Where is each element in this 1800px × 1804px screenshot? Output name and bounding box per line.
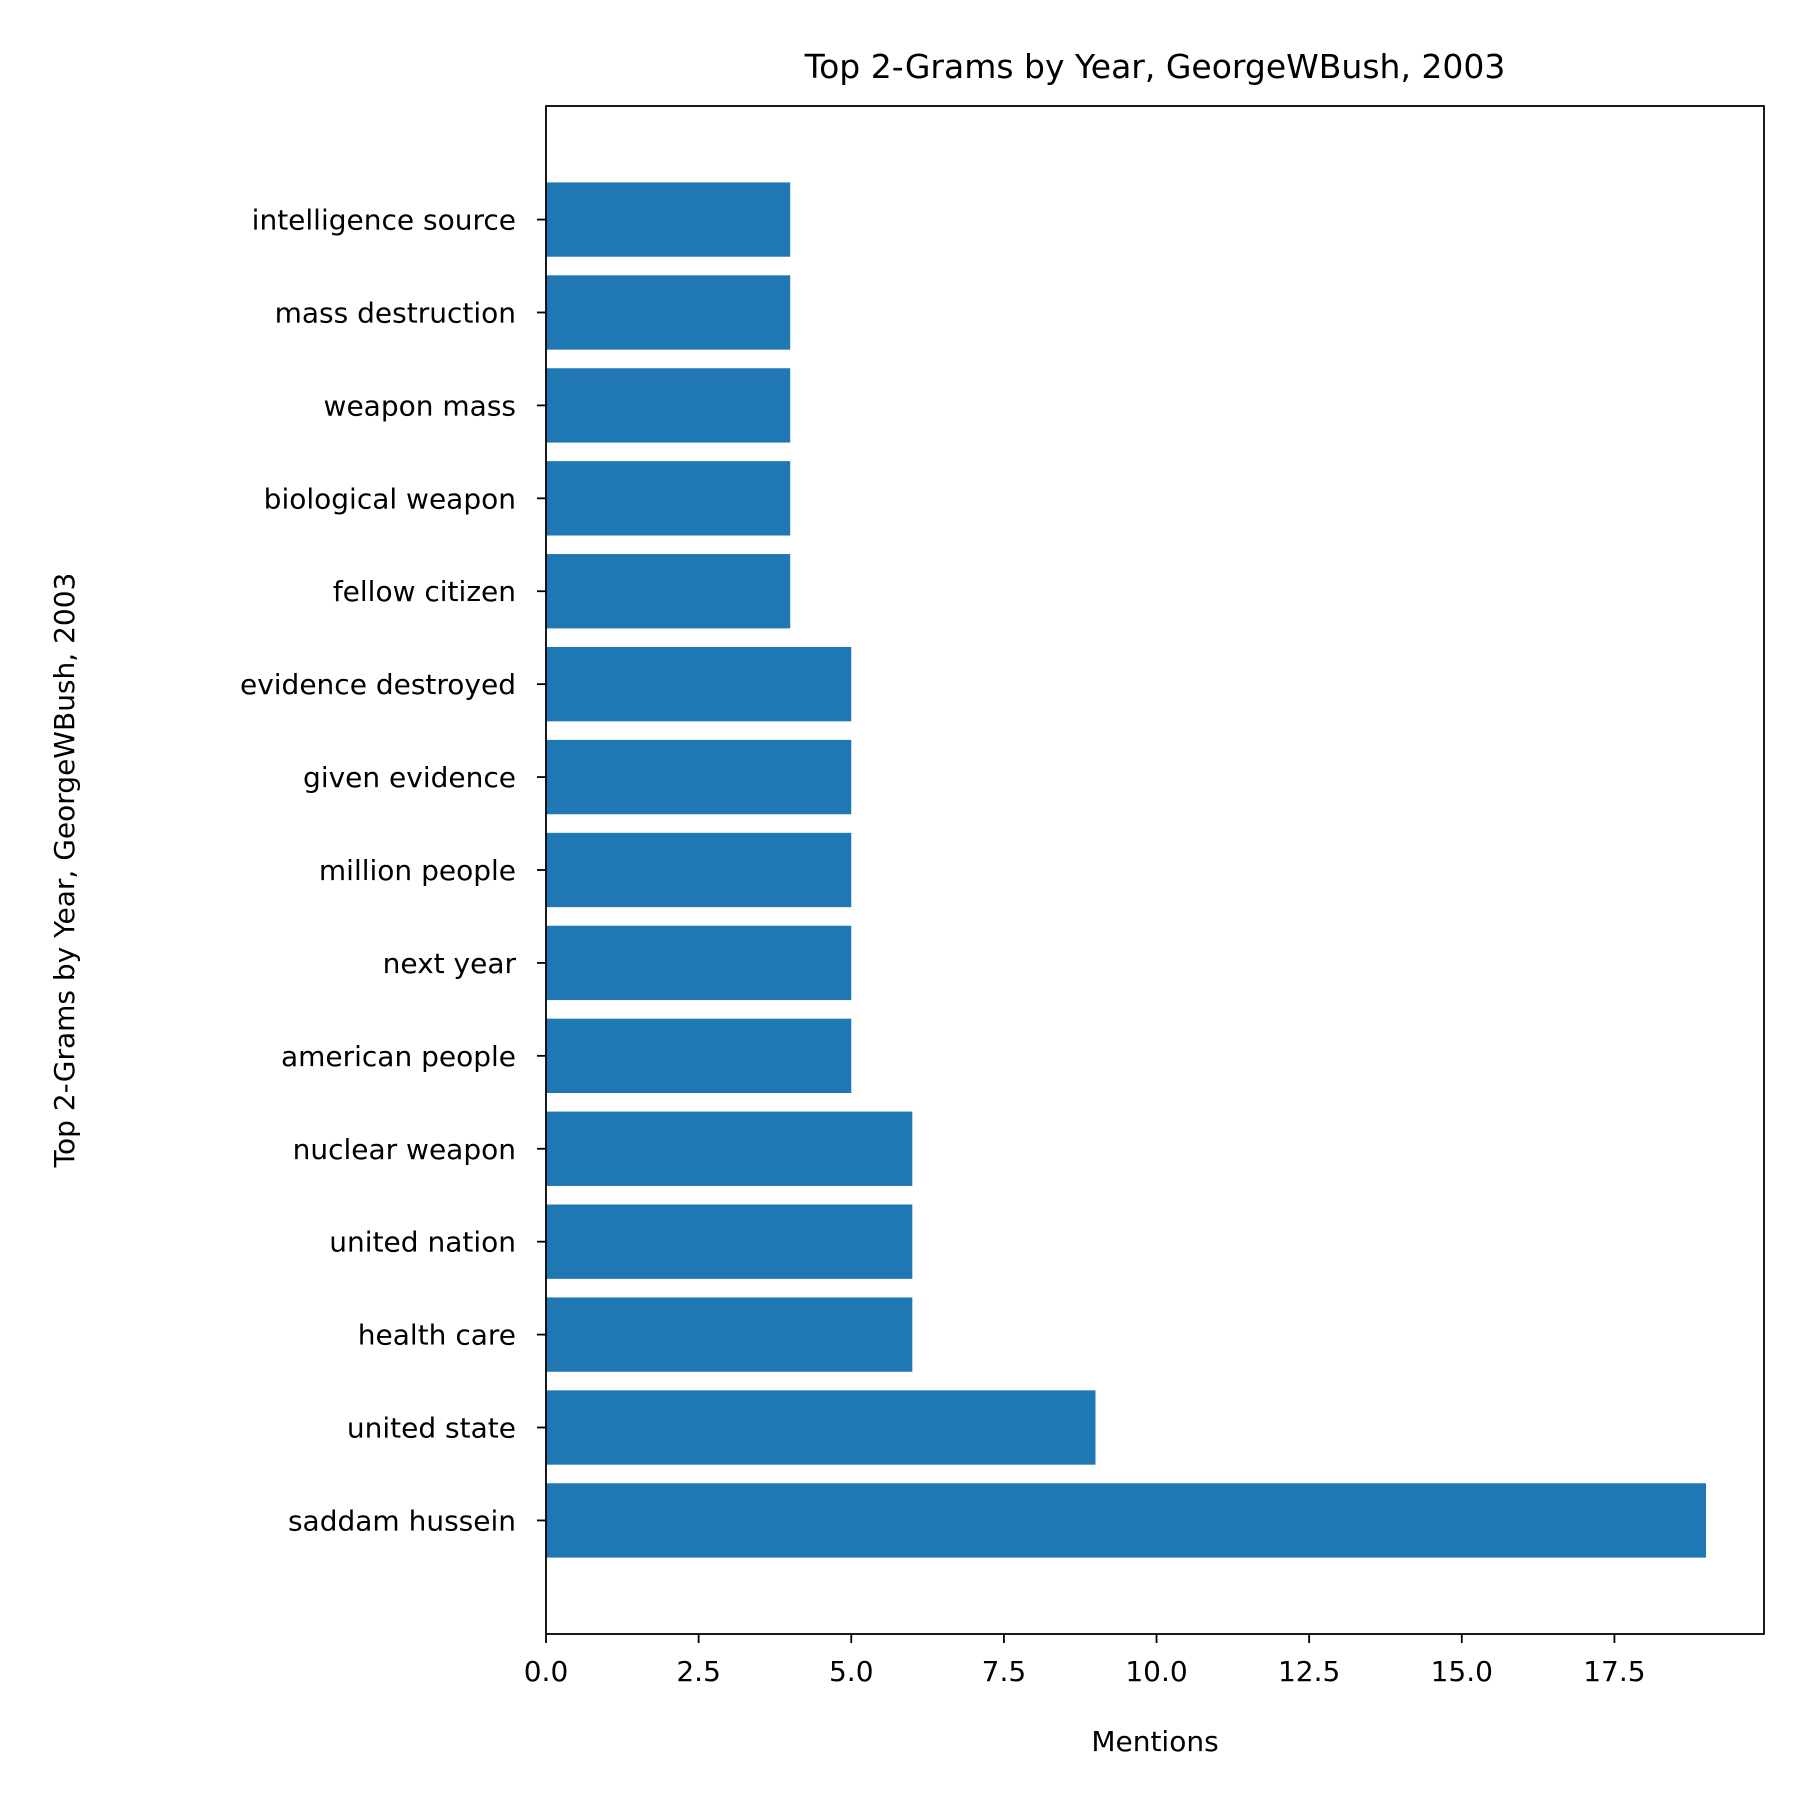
x-tick-label: 0.0	[524, 1655, 569, 1688]
y-tick-label: weapon mass	[324, 389, 516, 422]
y-tick-label: given evidence	[303, 761, 516, 794]
y-tick-label: american people	[281, 1040, 516, 1073]
bar-million-people	[546, 832, 852, 908]
bar-american-people	[546, 1018, 852, 1094]
y-tick-label: united state	[347, 1412, 516, 1445]
x-tick-label: 12.5	[1278, 1655, 1340, 1688]
x-tick-label: 5.0	[829, 1655, 874, 1688]
y-tick-label: next year	[383, 947, 517, 980]
y-tick-label: health care	[358, 1319, 516, 1352]
y-tick-label: nuclear weapon	[293, 1133, 516, 1166]
bar-intelligence-source	[546, 182, 791, 257]
y-tick-label: intelligence source	[252, 204, 516, 237]
y-tick-label: saddam hussein	[288, 1504, 516, 1537]
plot-frame	[545, 105, 1765, 1635]
y-tick-label: fellow citizen	[333, 575, 516, 608]
y-tick-label: united nation	[329, 1226, 516, 1259]
bar-weapon-mass	[546, 368, 791, 443]
x-tick-label: 10.0	[1125, 1655, 1187, 1688]
y-axis-label: Top 2-Grams by Year, GeorgeWBush, 2003	[48, 573, 81, 1169]
bar-nuclear-weapon	[546, 1111, 913, 1186]
x-axis-label: Mentions	[1091, 1725, 1218, 1758]
bar-health-care	[546, 1297, 913, 1372]
y-tick-label: biological weapon	[264, 482, 516, 515]
bar-united-nation	[546, 1204, 913, 1279]
x-ticks: 0.0 2.5 5.0 7.5 10.0 12.5 15.0 17.5	[524, 1634, 1646, 1688]
chart-title: Top 2-Grams by Year, GeorgeWBush, 2003	[804, 47, 1506, 86]
y-tick-label: evidence destroyed	[240, 668, 516, 701]
bars-layer	[546, 182, 1706, 1558]
y-tick-label: mass destruction	[275, 296, 516, 329]
bar-biological-weapon	[546, 461, 791, 536]
bar-fellow-citizen	[546, 554, 791, 629]
bar-united-state	[546, 1390, 1096, 1465]
bar-evidence-destroyed	[546, 646, 852, 722]
bar-given-evidence	[546, 739, 852, 815]
x-tick-label: 17.5	[1583, 1655, 1645, 1688]
bar-saddam-hussein	[546, 1483, 1706, 1558]
y-tick-label: million people	[319, 854, 516, 887]
x-tick-label: 15.0	[1431, 1655, 1493, 1688]
x-tick-label: 7.5	[982, 1655, 1027, 1688]
bar-next-year	[546, 925, 852, 1001]
bar-mass-destruction	[546, 275, 791, 350]
y-ticks: saddam hussein united state health care uni…	[240, 204, 546, 1537]
x-tick-label: 2.5	[676, 1655, 721, 1688]
